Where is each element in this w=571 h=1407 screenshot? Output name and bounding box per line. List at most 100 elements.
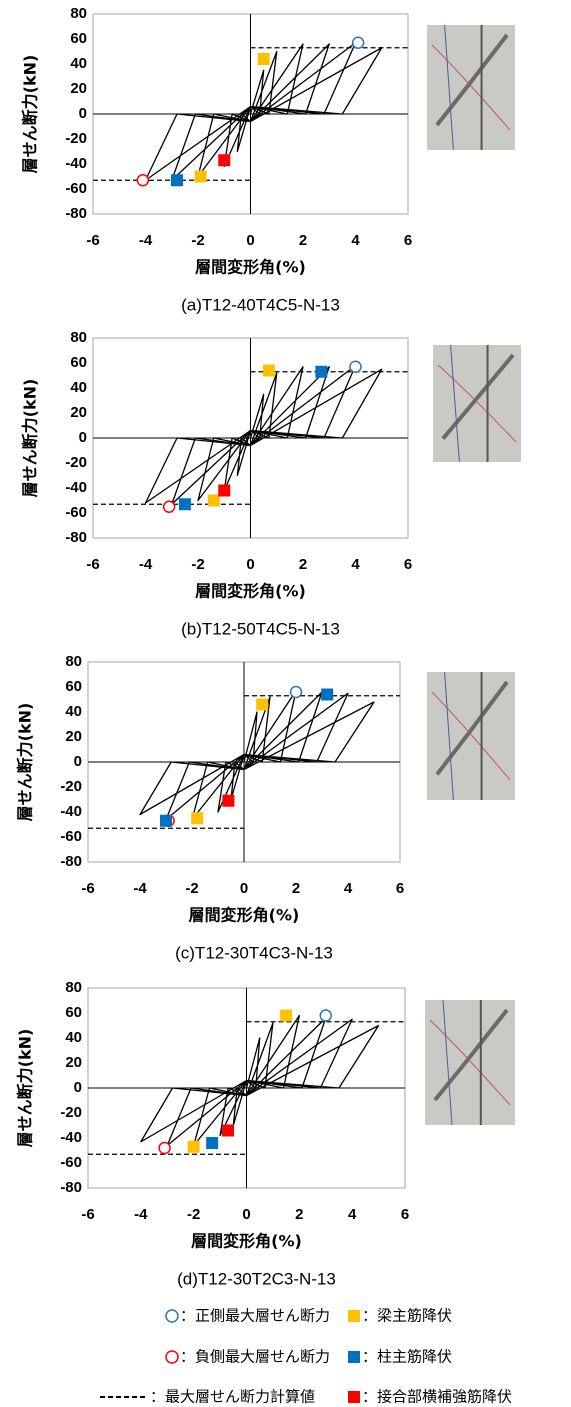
y-tick-label: 40 bbox=[70, 55, 87, 72]
y-axis-title: 層せん断力(kN) bbox=[21, 379, 40, 498]
point-marker bbox=[280, 1009, 293, 1022]
y-tick-label: -60 bbox=[60, 828, 82, 845]
y-tick-label: -80 bbox=[65, 205, 87, 222]
point-marker bbox=[207, 494, 220, 507]
x-axis-title: 層間変形角(%) bbox=[191, 1232, 302, 1251]
x-tick-label: -2 bbox=[191, 232, 204, 249]
point-marker bbox=[162, 500, 176, 513]
point-marker bbox=[289, 685, 303, 699]
x-tick-label: -4 bbox=[133, 880, 147, 897]
y-tick-label: -20 bbox=[60, 1104, 82, 1121]
point-marker bbox=[222, 1124, 235, 1137]
y-tick-label: 80 bbox=[70, 5, 87, 22]
point-marker bbox=[171, 174, 183, 187]
y-tick-label: -20 bbox=[65, 130, 87, 147]
y-tick-label: -80 bbox=[60, 853, 82, 870]
specimen-photo bbox=[425, 999, 515, 1126]
x-tick-label: 0 bbox=[246, 556, 254, 573]
y-tick-label: -80 bbox=[60, 1179, 82, 1196]
point-marker bbox=[257, 53, 270, 65]
x-tick-label: -4 bbox=[139, 556, 153, 573]
photo-crack bbox=[431, 691, 511, 781]
x-tick-label: 4 bbox=[351, 556, 360, 573]
point-marker bbox=[315, 365, 328, 378]
point-marker bbox=[218, 484, 231, 497]
y-tick-label: -20 bbox=[65, 454, 87, 471]
y-tick-label: 0 bbox=[79, 105, 87, 122]
x-tick-label: 4 bbox=[351, 232, 360, 249]
point-marker bbox=[321, 688, 334, 701]
x-tick-label: 0 bbox=[240, 880, 248, 897]
x-tick-label: 0 bbox=[242, 1206, 250, 1223]
x-tick-label: 6 bbox=[404, 232, 412, 249]
photo-crack bbox=[450, 344, 460, 463]
y-tick-label: 60 bbox=[65, 1004, 82, 1021]
x-axis-title: 層間変形角(%) bbox=[195, 258, 306, 277]
photo-crack bbox=[429, 1019, 511, 1106]
y-axis-title: 層せん断力(kN) bbox=[21, 55, 40, 174]
y-tick-label: -20 bbox=[60, 778, 82, 795]
photo-crack bbox=[431, 44, 511, 131]
point-marker bbox=[136, 174, 150, 187]
legend-label: ：柱主筋降伏 bbox=[362, 1348, 452, 1366]
legend-symbol bbox=[165, 1309, 179, 1323]
legend-label: ：負側最大層せん断力 bbox=[180, 1348, 330, 1366]
y-tick-label: -80 bbox=[65, 529, 87, 546]
y-tick-label: 60 bbox=[70, 354, 87, 371]
caption: (d)T12-30T2C3-N-13 bbox=[177, 1269, 336, 1288]
x-tick-label: -2 bbox=[187, 1206, 200, 1223]
y-tick-label: 0 bbox=[74, 1079, 82, 1096]
x-tick-label: -6 bbox=[81, 1206, 94, 1223]
caption: (b)T12-50T4C5-N-13 bbox=[181, 619, 340, 638]
y-tick-label: 80 bbox=[65, 653, 82, 670]
y-axis-title: 層せん断力(kN) bbox=[16, 1029, 35, 1148]
x-tick-label: 6 bbox=[404, 556, 412, 573]
legend-symbol bbox=[348, 1310, 360, 1322]
x-axis-title: 層間変形角(%) bbox=[195, 582, 306, 601]
y-tick-label: -60 bbox=[60, 1154, 82, 1171]
x-tick-label: -4 bbox=[139, 232, 153, 249]
photo-crack bbox=[435, 680, 509, 776]
point-marker bbox=[160, 814, 172, 827]
x-tick-label: -2 bbox=[191, 556, 204, 573]
hysteresis-curve bbox=[140, 1014, 380, 1147]
point-marker bbox=[256, 698, 269, 711]
x-axis-title: 層間変形角(%) bbox=[189, 906, 300, 925]
point-marker bbox=[158, 1141, 171, 1155]
x-tick-label: 2 bbox=[299, 232, 307, 249]
y-tick-label: 20 bbox=[70, 80, 87, 97]
photo-crack bbox=[437, 364, 517, 443]
legend-label: ：正側最大層せん断力 bbox=[180, 1307, 330, 1325]
x-tick-label: -4 bbox=[134, 1206, 148, 1223]
y-tick-label: 80 bbox=[70, 329, 87, 346]
legend-symbol bbox=[348, 1391, 360, 1403]
y-tick-label: 40 bbox=[70, 379, 87, 396]
y-tick-label: 40 bbox=[65, 703, 82, 720]
legend-symbol bbox=[165, 1350, 179, 1364]
specimen-photo bbox=[433, 344, 521, 463]
legend-label: ：接合部横補強筋降伏 bbox=[362, 1388, 512, 1406]
x-tick-label: 4 bbox=[348, 1206, 357, 1223]
y-tick-label: 0 bbox=[74, 753, 82, 770]
x-tick-label: 2 bbox=[295, 1206, 303, 1223]
y-axis-title: 層せん断力(kN) bbox=[16, 703, 35, 822]
photo-crack bbox=[442, 999, 453, 1126]
caption: (c)T12-30T4C3-N-13 bbox=[175, 943, 333, 962]
point-marker bbox=[191, 812, 204, 825]
y-tick-label: -60 bbox=[65, 504, 87, 521]
y-tick-label: -40 bbox=[65, 155, 87, 172]
y-tick-label: 20 bbox=[65, 728, 82, 745]
x-tick-label: 4 bbox=[344, 880, 353, 897]
hysteresis-curve bbox=[144, 364, 383, 505]
photo-crack bbox=[444, 671, 454, 801]
x-tick-label: 6 bbox=[401, 1206, 409, 1223]
point-marker bbox=[262, 364, 275, 377]
caption: (a)T12-40T4C5-N-13 bbox=[181, 295, 340, 314]
point-marker bbox=[349, 360, 362, 373]
point-marker bbox=[319, 1009, 332, 1022]
